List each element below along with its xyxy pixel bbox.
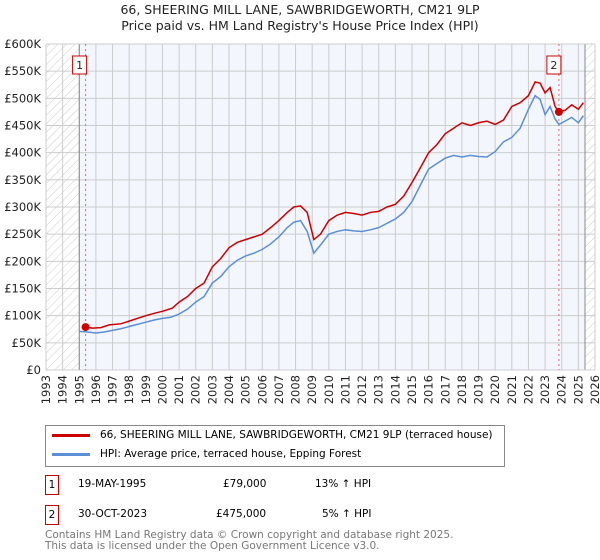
legend-label-price: 66, SHEERING MILL LANE, SAWBRIDGEWORTH, …	[100, 429, 493, 441]
x-tick-label: 2021	[505, 375, 519, 404]
y-tick-label: £400K	[4, 146, 41, 160]
legend-swatch-hpi	[52, 452, 90, 456]
transaction-date: 30-OCT-2023	[78, 508, 147, 520]
sale-point	[81, 323, 90, 332]
x-tick-label: 1997	[106, 375, 120, 404]
y-tick-label: £450K	[4, 119, 41, 133]
annotation-box	[72, 55, 88, 75]
x-tick-label: 2020	[488, 375, 502, 404]
transaction-badge: 1	[45, 475, 59, 495]
x-tick-label: 1996	[89, 375, 103, 404]
y-tick-label: £100K	[4, 309, 41, 323]
annotation-box	[546, 55, 562, 75]
y-tick-label: £500K	[4, 91, 41, 105]
plot-border	[45, 43, 596, 371]
x-tick-label: 2025	[571, 375, 585, 404]
x-tick-label: 2004	[222, 375, 236, 404]
sale-point	[554, 107, 563, 116]
x-tick-label: 2024	[555, 375, 569, 404]
x-tick-label: 1994	[56, 375, 70, 404]
y-tick-label: £550K	[4, 64, 41, 78]
x-tick-label: 2019	[472, 375, 486, 404]
x-tick-label: 2003	[205, 375, 219, 404]
x-tick-label: 2014	[388, 375, 402, 404]
transaction-hpi: 13% ↑ HPI	[315, 478, 372, 490]
transaction-row: 1 19-MAY-1995 £79,000 13% ↑ HPI	[45, 475, 425, 495]
x-tick-label: 2009	[305, 375, 319, 404]
footer-line: Contains HM Land Registry data © Crown c…	[45, 529, 454, 541]
x-tick-label: 2015	[405, 375, 419, 404]
price-line	[85, 81, 584, 329]
transaction-price: £475,000	[216, 508, 267, 520]
y-tick-label: £300K	[4, 200, 41, 214]
legend: 66, SHEERING MILL LANE, SAWBRIDGEWORTH, …	[45, 425, 505, 467]
transaction-date: 19-MAY-1995	[78, 478, 147, 490]
x-tick-label: 2001	[172, 375, 186, 404]
x-tick-label: 1998	[122, 375, 136, 404]
x-tick-label: 2022	[521, 375, 535, 404]
transaction-badge: 2	[45, 505, 59, 525]
x-tick-label: 2026	[588, 375, 600, 404]
y-tick-label: £0	[26, 363, 41, 377]
chart-subtitle: Price paid vs. HM Land Registry's House …	[121, 18, 479, 33]
y-tick-label: £150K	[4, 282, 41, 296]
legend-swatch-price	[52, 433, 90, 437]
x-tick-label: 2007	[272, 375, 286, 404]
footer-line: This data is licensed under the Open Gov…	[45, 540, 380, 552]
x-tick-label: 2011	[338, 375, 352, 404]
y-tick-label: £350K	[4, 173, 41, 187]
x-tick-label: 1993	[39, 375, 53, 404]
x-tick-label: 2012	[355, 375, 369, 404]
x-tick-label: 2018	[455, 375, 469, 404]
annotation-label: 2	[550, 59, 557, 72]
y-tick-label: £200K	[4, 254, 41, 268]
x-tick-label: 2013	[372, 375, 386, 404]
x-tick-label: 2010	[322, 375, 336, 404]
chart-title: 66, SHEERING MILL LANE, SAWBRIDGEWORTH, …	[120, 2, 480, 17]
x-tick-label: 1995	[72, 375, 86, 404]
x-tick-label: 2005	[239, 375, 253, 404]
transaction-price: £79,000	[223, 478, 267, 490]
x-tick-label: 2017	[438, 375, 452, 404]
y-tick-label: £600K	[4, 37, 41, 51]
x-tick-label: 2000	[155, 375, 169, 404]
annotation-label: 1	[76, 59, 83, 72]
legend-label-hpi: HPI: Average price, terraced house, Eppi…	[100, 448, 362, 460]
footer: Contains HM Land Registry data © Crown c…	[45, 530, 453, 552]
x-tick-label: 1999	[139, 375, 153, 404]
x-tick-label: 2006	[255, 375, 269, 404]
x-tick-label: 2016	[422, 375, 436, 404]
hpi-line	[79, 94, 584, 334]
y-tick-label: £250K	[4, 227, 41, 241]
plot-area: £0 £50K £100K £150K £200K £250K £300K £350K £400…	[4, 37, 600, 404]
x-tick-label: 2023	[538, 375, 552, 404]
transaction-row: 2 30-OCT-2023 £475,000 5% ↑ HPI	[45, 505, 425, 525]
transaction-hpi: 5% ↑ HPI	[322, 508, 372, 520]
x-tick-label: 2008	[289, 375, 303, 404]
y-tick-label: £50K	[12, 336, 42, 350]
x-tick-label: 2002	[189, 375, 203, 404]
